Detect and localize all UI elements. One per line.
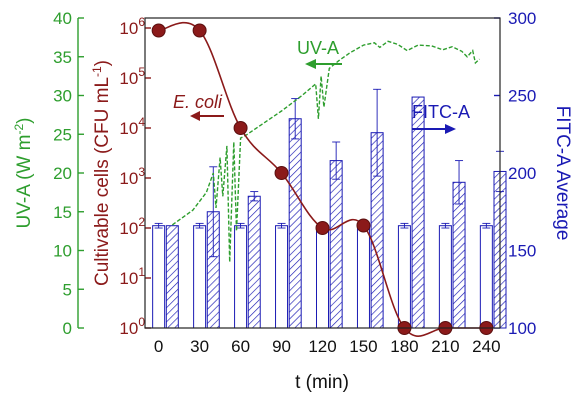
x-tick-label: 180 — [390, 337, 418, 356]
control-bar — [316, 225, 329, 329]
fitc-bar — [247, 195, 261, 329]
cells-axis-title: Cultivable cells (CFU mL-1) — [90, 60, 113, 286]
control-bar — [479, 225, 493, 329]
control-bar — [275, 225, 289, 329]
cells-axis: 100 101 102 103 104 105 106 — [119, 15, 151, 338]
uva-tick-label: 20 — [53, 164, 72, 183]
x-tick-label: 60 — [231, 337, 250, 356]
cells-tick-label: 106 — [119, 15, 145, 38]
control-bar — [397, 225, 411, 329]
fitc-bars — [152, 88, 507, 329]
fitc-annotation-label: FITC-A — [412, 102, 470, 122]
fitc-tick-label: 250 — [508, 87, 536, 106]
uva-tick-label: 10 — [53, 242, 72, 261]
fitc-tick-label: 300 — [508, 9, 536, 28]
fitc-bar — [329, 160, 343, 329]
cells-tick-label: 104 — [119, 115, 145, 138]
cells-tick-label: 103 — [119, 165, 145, 188]
uva-tick-label: 30 — [53, 87, 72, 106]
control-bar — [152, 225, 166, 329]
fitc-arrow-head — [445, 124, 456, 134]
x-tick-label: 90 — [272, 337, 291, 356]
x-axis-title: t (min) — [295, 372, 349, 393]
uva-tick-label: 25 — [53, 125, 72, 144]
fitc-tick-label: 200 — [508, 164, 536, 183]
ecoli-arrow-head — [190, 111, 200, 121]
plot-frame — [144, 17, 501, 329]
uva-axis-title: UV-A (W m-2) — [12, 118, 35, 229]
uva-annotation-label: UV-A — [297, 38, 339, 58]
control-bar — [193, 225, 207, 329]
control-bar — [438, 225, 452, 329]
fitc-tick-label: 150 — [508, 242, 536, 261]
fitc-bar — [165, 225, 179, 329]
cells-tick-label: 101 — [119, 265, 145, 288]
control-bar — [234, 225, 248, 329]
fitc-axis-title: FITC-A Average — [552, 106, 571, 241]
uva-annotation: UV-A — [297, 38, 342, 69]
fitc-tick-label: 100 — [508, 319, 536, 338]
fitc-annotation: FITC-A — [412, 102, 470, 134]
uva-tick-label: 0 — [63, 319, 72, 338]
x-axis: 0 30 60 90 120 150 180 210 240 — [154, 322, 501, 356]
x-tick-label: 210 — [431, 337, 459, 356]
x-tick-label: 0 — [154, 337, 163, 356]
x-tick-label: 240 — [472, 337, 500, 356]
uva-arrow-head — [305, 59, 316, 69]
uva-tick-label: 15 — [53, 203, 72, 222]
uva-line — [171, 40, 480, 263]
ecoli-point — [233, 121, 248, 135]
ecoli-point — [192, 23, 207, 38]
ecoli-point — [274, 166, 289, 180]
ecoli-annotation: E. coli — [173, 92, 224, 121]
ecoli-point — [315, 221, 330, 235]
uva-tick-label: 35 — [53, 48, 72, 67]
cells-tick-label: 100 — [119, 315, 145, 338]
ecoli-annotation-label: E. coli — [173, 92, 223, 112]
uva-tick-label: 5 — [63, 280, 72, 299]
x-tick-label: 120 — [308, 337, 336, 356]
fitc-bar — [288, 118, 302, 329]
control-bar — [356, 225, 370, 329]
x-tick-label: 30 — [190, 337, 209, 356]
uva-axis: 0 5 10 15 20 25 30 35 40 — [53, 9, 84, 338]
cells-tick-label: 102 — [119, 215, 145, 238]
uva-tick-label: 40 — [53, 9, 72, 28]
ecoli-point — [151, 23, 166, 38]
cells-tick-label: 105 — [119, 65, 145, 88]
x-tick-label: 150 — [349, 337, 377, 356]
ecoli-point — [356, 218, 371, 233]
uva-series — [171, 40, 480, 263]
fitc-bar — [411, 96, 425, 329]
